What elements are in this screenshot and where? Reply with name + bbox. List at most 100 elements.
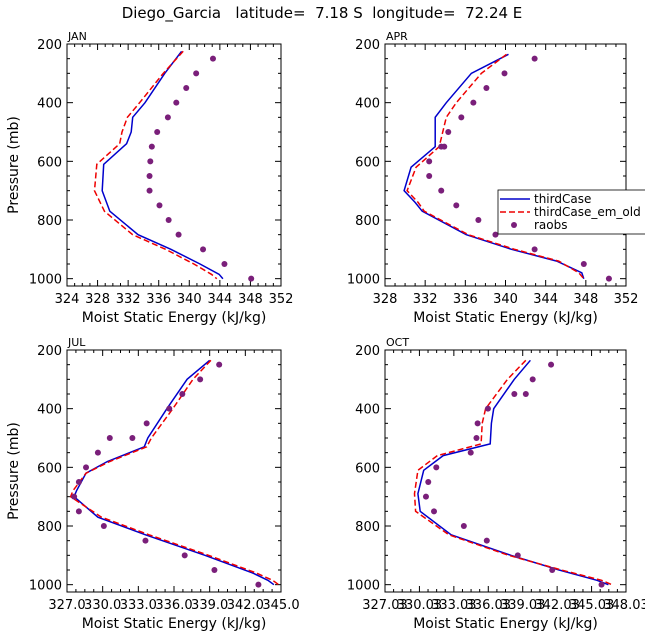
- jul-raobs-point: [75, 479, 82, 485]
- jan-raobs-point: [200, 246, 207, 253]
- jan-x-tick-label: 328: [85, 292, 110, 307]
- jan-raobs-point: [209, 55, 216, 62]
- apr-raobs-point: [453, 202, 460, 209]
- jan-raobs-point: [146, 187, 153, 194]
- jan-series-group: [93, 50, 255, 282]
- jul-raobs-point: [106, 435, 113, 441]
- jul-thirdCase-em-old-line: [69, 359, 280, 586]
- oct-raobs-point: [483, 537, 490, 544]
- jul-y-tick-label: 600: [37, 461, 62, 476]
- oct-x-axis-label: Moist Static Energy (kJ/kg): [413, 616, 598, 632]
- oct-panel-label: OCT: [386, 336, 409, 349]
- jul-raobs-point: [71, 493, 78, 500]
- figure-title: Diego_Garcia latitude= 7.18 S longitude=…: [122, 4, 523, 23]
- oct-x-tick-label: 339.03: [500, 598, 546, 613]
- oct-raobs-point: [548, 361, 555, 368]
- jul-raobs-point: [75, 508, 82, 515]
- apr-raobs-point: [580, 261, 587, 267]
- apr-raobs-point: [458, 114, 465, 121]
- jan-y-tick-label: 800: [37, 214, 62, 229]
- oct-raobs-point: [514, 552, 521, 559]
- jul-thirdCase-line: [73, 359, 275, 586]
- oct-y-tick-label: 800: [355, 520, 380, 535]
- jul-y-tick-label: 800: [37, 520, 62, 535]
- oct-raobs-point: [433, 464, 440, 471]
- jul-x-tick-label: 333.0: [120, 598, 157, 613]
- oct-raobs-point: [549, 567, 556, 573]
- apr-y-tick-label: 200: [355, 38, 380, 53]
- panel-jan: 324 328 332 336 340 344 348 352 200 400 600 800 1000…: [6, 30, 293, 326]
- oct-x-tick-label: 333.03: [431, 598, 477, 613]
- jan-x-tick-label: 344: [207, 292, 232, 307]
- legend-label-raobs: raobs: [534, 218, 568, 232]
- apr-x-axis-label: Moist Static Energy (kJ/kg): [413, 310, 598, 326]
- legend-marker-raobs: [511, 222, 517, 228]
- jan-raobs-point: [193, 70, 200, 77]
- apr-raobs-point: [426, 158, 433, 165]
- jan-raobs-point: [146, 173, 153, 179]
- oct-raobs-point: [467, 449, 474, 456]
- apr-x-tick-label: 340: [493, 292, 518, 307]
- jan-x-tick-label: 348: [238, 292, 263, 307]
- oct-raobs-point: [460, 523, 467, 529]
- jan-raobs-point: [221, 261, 228, 267]
- jul-raobs-point: [94, 449, 101, 456]
- legend-label-thirdCase-em-old: thirdCase_em_old: [534, 205, 641, 219]
- oct-x-tick-label: 336.03: [466, 598, 512, 613]
- oct-x-tick-label: 348.03: [603, 598, 645, 613]
- jan-panel-label: JAN: [67, 30, 87, 43]
- oct-raobs-point: [598, 581, 605, 588]
- jul-series-group: [69, 359, 280, 588]
- apr-raobs-point: [426, 173, 433, 179]
- jul-raobs-point: [83, 464, 90, 471]
- apr-x-tick-label: 344: [533, 292, 558, 307]
- jul-raobs-point: [255, 581, 262, 588]
- jul-y-tick-label: 400: [37, 403, 62, 418]
- oct-raobs-point: [511, 391, 518, 397]
- jul-raobs-point: [129, 435, 136, 441]
- jul-raobs-point: [143, 420, 150, 427]
- apr-raobs-point: [438, 143, 445, 150]
- jul-x-tick-label: 327.0: [48, 598, 85, 613]
- oct-plot-frame: [384, 349, 627, 593]
- oct-raobs-point: [425, 479, 432, 485]
- jul-x-tick-label: 345.0: [262, 598, 299, 613]
- jan-x-tick-label: 340: [177, 292, 202, 307]
- jan-y-axis-label: Pressure (mb): [6, 116, 22, 214]
- oct-y-tick-label: 1000: [347, 579, 380, 594]
- jan-raobs-point: [154, 129, 161, 135]
- apr-raobs-point: [605, 275, 612, 282]
- jan-raobs-point: [156, 202, 163, 209]
- apr-x-tick-label: 352: [614, 292, 639, 307]
- oct-y-tick-label: 400: [355, 403, 380, 418]
- jan-raobs-point: [147, 158, 154, 165]
- oct-raobs-point: [474, 420, 481, 427]
- jul-raobs-point: [216, 361, 223, 368]
- apr-y-tick-label: 400: [355, 97, 380, 112]
- jul-y-tick-label: 1000: [29, 579, 62, 594]
- apr-raobs-point: [438, 187, 445, 194]
- apr-x-tick-label: 332: [413, 292, 438, 307]
- jan-raobs-point: [248, 275, 255, 282]
- oct-raobs-point: [484, 405, 491, 412]
- apr-x-tick-label: 336: [453, 292, 478, 307]
- jan-raobs-point: [173, 99, 180, 106]
- apr-raobs-point: [475, 217, 482, 223]
- jan-raobs-point: [148, 143, 155, 150]
- jul-raobs-point: [181, 552, 188, 559]
- jan-raobs-point: [183, 85, 190, 91]
- jan-y-tick-label: 400: [37, 97, 62, 112]
- apr-raobs-point: [483, 85, 490, 91]
- jan-y-tick-label: 1000: [29, 273, 62, 288]
- apr-raobs-point: [445, 129, 452, 135]
- jan-thirdCase-em-old-line: [93, 50, 218, 280]
- jan-plot-frame: [66, 43, 282, 287]
- jul-y-axis-label: Pressure (mb): [6, 422, 22, 520]
- jul-x-tick-label: 339.0: [191, 598, 228, 613]
- apr-thirdCase-em-old-line: [406, 53, 585, 280]
- oct-raobs-point: [522, 391, 529, 397]
- oct-raobs-point: [422, 493, 429, 500]
